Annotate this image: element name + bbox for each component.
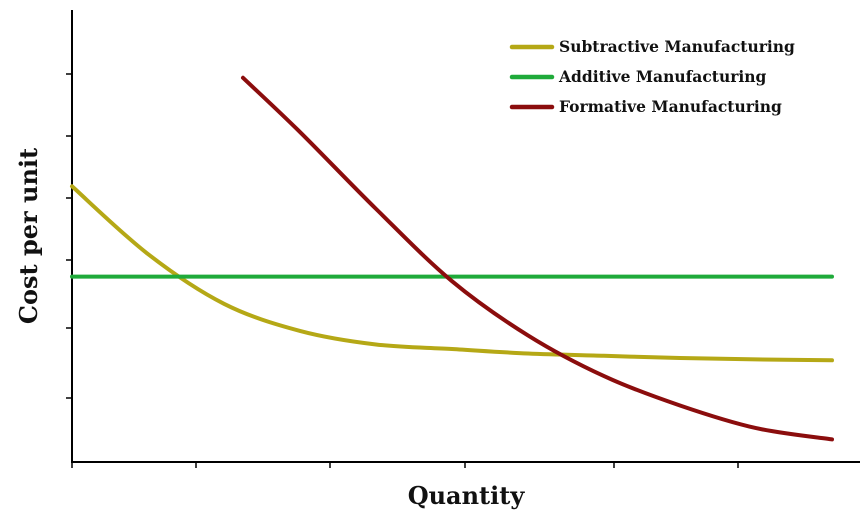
y-axis-title: Cost per unit [14,148,43,324]
legend-label-additive-manufacturing: Additive Manufacturing [558,67,767,86]
series-line-formative-manufacturing [241,75,834,442]
series-line-subtractive-manufacturing [70,184,834,363]
legend-label-subtractive-manufacturing: Subtractive Manufacturing [559,37,795,56]
legend-label-formative-manufacturing: Formative Manufacturing [559,97,782,116]
legend: Subtractive Manufacturing Additive Manufa… [509,37,795,116]
axes [66,10,860,468]
x-axis-title: Quantity [408,481,526,510]
series-layer [70,75,834,442]
